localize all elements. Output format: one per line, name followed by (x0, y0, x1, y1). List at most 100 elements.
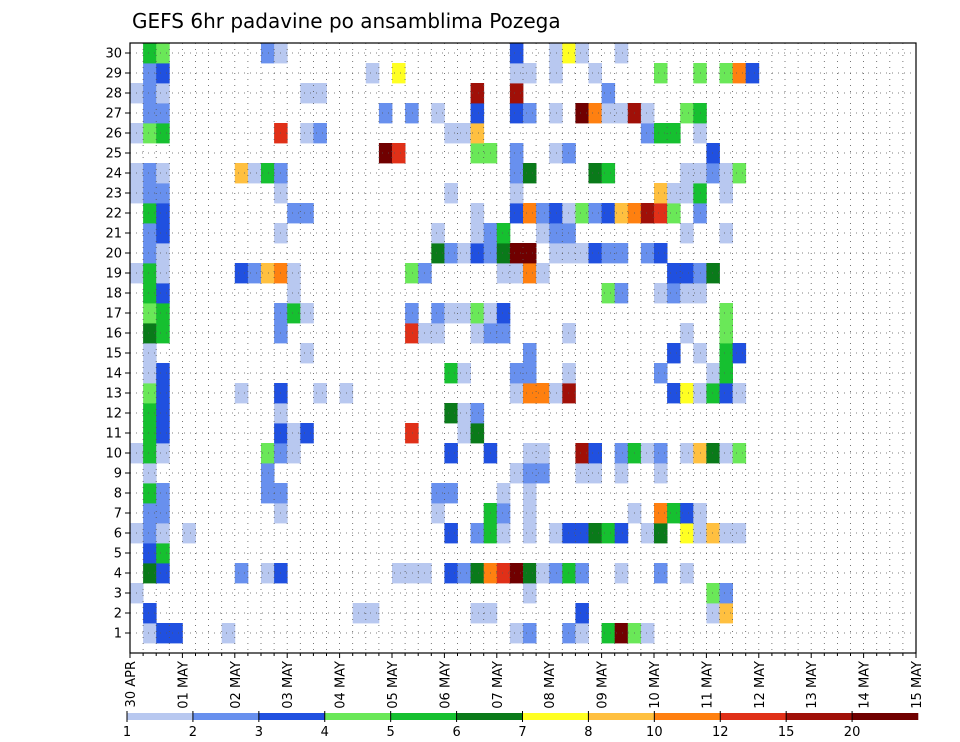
colorbar-swatch (588, 713, 655, 720)
heatmap-cell (431, 223, 445, 244)
heatmap-cell (496, 263, 511, 284)
y-tick-label: 28 (105, 87, 122, 102)
heatmap-cell (392, 63, 406, 84)
heatmap-cell (261, 483, 275, 504)
heatmap-cell (457, 423, 471, 444)
heatmap-cell (431, 303, 445, 324)
heatmap-cell (431, 323, 445, 344)
heatmap-cell (287, 263, 301, 284)
colorbar-label: 4 (321, 725, 329, 740)
heatmap-cell (234, 383, 249, 404)
heatmap-cell (405, 263, 419, 284)
heatmap-cell (143, 403, 157, 424)
heatmap-cell (444, 303, 458, 324)
chart-title: GEFS 6hr padavine po ansamblima Pozega (132, 9, 561, 33)
heatmap-cell (156, 303, 170, 324)
heatmap-cell (143, 323, 157, 344)
heatmap-cell (601, 83, 616, 104)
y-tick-label: 25 (105, 147, 122, 162)
heatmap-cell (680, 503, 694, 524)
heatmap-cell (719, 603, 733, 624)
colorbar-label: 8 (584, 725, 592, 740)
heatmap-cell (313, 123, 327, 144)
heatmap-cell (470, 423, 485, 444)
heatmap-cell (300, 83, 314, 104)
heatmap-cell (706, 523, 720, 544)
y-tick-label: 22 (105, 207, 122, 222)
heatmap-cell (156, 483, 170, 504)
heatmap-cell (706, 163, 720, 184)
heatmap-cell (549, 523, 563, 544)
heatmap-cell (470, 123, 485, 144)
heatmap-cell (614, 203, 629, 224)
heatmap-cell (444, 363, 458, 384)
heatmap-cell (261, 163, 275, 184)
heatmap-cell (706, 603, 720, 624)
heatmap-cell (523, 263, 537, 284)
heatmap-cell (667, 183, 681, 204)
x-tick-label: 14 MAY (858, 661, 873, 709)
heatmap-cell (156, 383, 170, 404)
x-tick-label: 13 MAY (805, 661, 820, 709)
heatmap-cell (156, 103, 170, 124)
y-tick-label: 3 (114, 587, 122, 602)
heatmap-cell (601, 523, 616, 544)
heatmap-cell (143, 503, 157, 524)
grid-lines (130, 43, 916, 653)
heatmap-cell (143, 563, 157, 584)
y-tick-label: 18 (105, 287, 122, 302)
heatmap-cell (732, 163, 747, 184)
heatmap-cell (562, 383, 576, 404)
x-tick-label: 12 MAY (753, 661, 768, 709)
colorbar-swatch (258, 713, 326, 720)
heatmap-cell (143, 483, 157, 504)
heatmap-cell (313, 383, 327, 404)
y-tick-label: 20 (105, 247, 122, 262)
heatmap-cell (562, 563, 576, 584)
heatmap-cell (156, 623, 170, 644)
heatmap-cell (156, 163, 170, 184)
heatmap-cell (444, 563, 458, 584)
heatmap-cell (706, 263, 720, 284)
heatmap-cell (470, 303, 485, 324)
heatmap-cell (575, 603, 589, 624)
heatmap-cell (680, 443, 694, 464)
heatmap-cell (719, 363, 733, 384)
heatmap-cell (523, 383, 537, 404)
heatmap-cell (509, 63, 524, 84)
heatmap-cell (614, 523, 629, 544)
heatmap-cell (431, 483, 445, 504)
heatmap-cell (392, 563, 406, 584)
heatmap-cell (143, 223, 157, 244)
heatmap-cell (143, 343, 157, 364)
heatmap-cell (156, 283, 170, 304)
heatmap-cell (614, 43, 629, 64)
heatmap-cell (706, 443, 720, 464)
heatmap-cell (261, 43, 275, 64)
y-tick-label: 7 (114, 507, 122, 522)
heatmap-cell (654, 283, 668, 304)
x-tick-label: 07 MAY (491, 661, 506, 709)
heatmap-cell (523, 483, 537, 504)
heatmap-cell (614, 243, 629, 264)
heatmap-cell (509, 203, 524, 224)
heatmap-cell (601, 163, 616, 184)
heatmap-cell (509, 623, 524, 644)
y-tick-label: 8 (114, 487, 122, 502)
colorbar-swatch (192, 713, 260, 720)
x-tick-label: 08 MAY (543, 661, 558, 709)
heatmap-cell (562, 223, 576, 244)
heatmap-cell (470, 203, 485, 224)
heatmap-cell (156, 63, 170, 84)
heatmap-cell (654, 503, 668, 524)
heatmap-cell (496, 243, 511, 264)
heatmap-cell (431, 103, 445, 124)
heatmap-cell (143, 283, 157, 304)
heatmap-cell (549, 63, 563, 84)
y-tick-label: 13 (105, 387, 122, 402)
heatmap-cell (640, 123, 655, 144)
heatmap-cell (549, 43, 563, 64)
heatmap-cell (156, 203, 170, 224)
heatmap-cell (549, 143, 563, 164)
colorbar-label: 7 (518, 725, 526, 740)
